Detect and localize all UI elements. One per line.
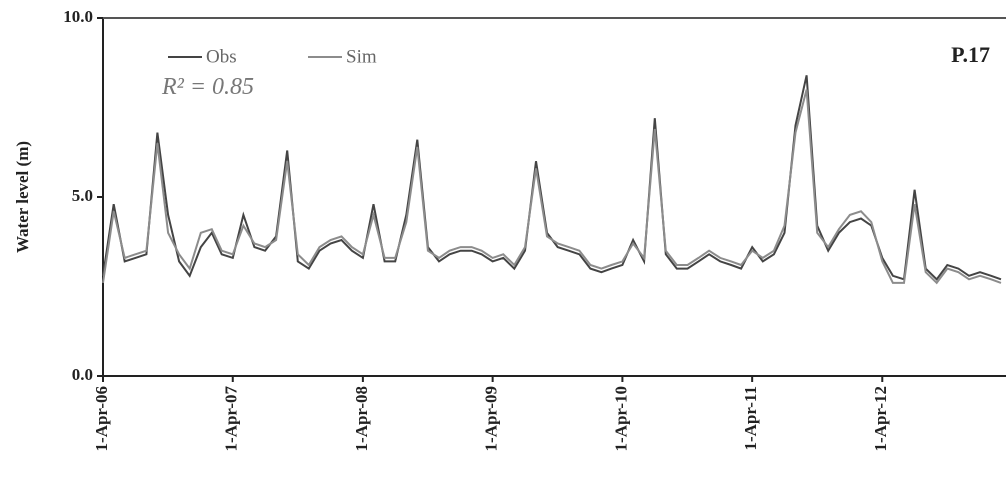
y-tick-label: 0.0: [72, 365, 93, 384]
legend-label: Sim: [346, 46, 377, 67]
x-tick-label: 1-Apr-08: [352, 386, 371, 451]
x-tick-label: 1-Apr-12: [871, 386, 890, 451]
annotation: R² = 0.85: [161, 74, 254, 100]
series-line: [102, 89, 1002, 285]
annotation: P.17: [951, 42, 990, 67]
y-axis-label: Water level (m): [13, 141, 32, 253]
x-tick-label: 1-Apr-11: [741, 386, 760, 451]
x-tick-label: 1-Apr-06: [92, 386, 111, 451]
x-tick-label: 1-Apr-10: [611, 386, 630, 451]
x-tick-label: 1-Apr-09: [482, 386, 501, 451]
series-line: [102, 75, 1002, 281]
x-tick-label: 1-Apr-07: [222, 386, 241, 452]
legend-label: Obs: [206, 46, 237, 67]
y-tick-label: 5.0: [72, 186, 93, 205]
y-tick-label: 10.0: [63, 7, 93, 26]
